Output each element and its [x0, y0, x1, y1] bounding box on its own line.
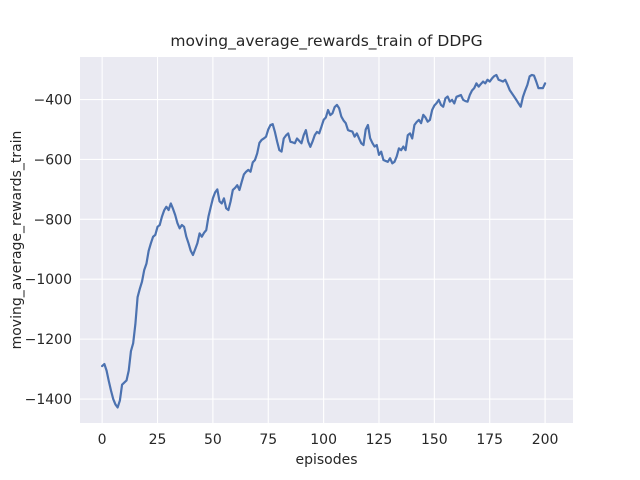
x-tick-label: 75 — [259, 432, 277, 448]
gridlines — [80, 57, 573, 423]
x-tick-label: 175 — [476, 432, 503, 448]
x-tick-label: 0 — [98, 432, 107, 448]
y-tick-label: −400 — [34, 93, 72, 109]
y-tick-label: −600 — [34, 152, 72, 168]
x-tick-label: 25 — [149, 432, 167, 448]
y-tick-label: −1400 — [25, 392, 72, 408]
y-tick-labels: −400 −600 −800 −1000 −1200 −1400 — [25, 93, 72, 409]
line-series — [101, 73, 547, 409]
y-tick-label: −1200 — [25, 332, 72, 348]
y-axis-label: moving_average_rewards_train — [9, 131, 25, 350]
chart-title: moving_average_rewards_train of DDPG — [170, 32, 482, 51]
x-tick-label: 200 — [532, 432, 559, 448]
x-axis-label: episodes — [295, 452, 357, 468]
x-tick-label: 125 — [366, 432, 393, 448]
x-tick-label: 50 — [204, 432, 222, 448]
x-tick-label: 100 — [310, 432, 337, 448]
x-tick-label: 150 — [421, 432, 448, 448]
y-tick-label: −800 — [34, 212, 72, 228]
y-tick-label: −1000 — [25, 272, 72, 288]
x-tick-labels: 0 25 50 75 100 125 150 175 200 — [98, 432, 559, 448]
